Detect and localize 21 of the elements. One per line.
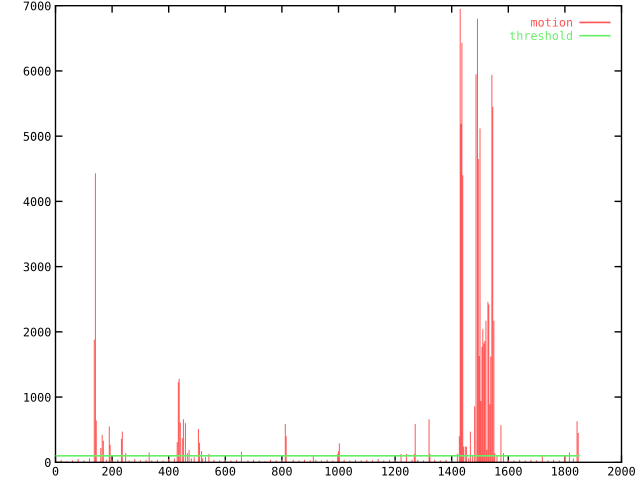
x-tick-label: 1600	[496, 466, 522, 476]
x-tick-label: 800	[272, 466, 292, 476]
x-tick-label: 1800	[552, 466, 578, 476]
y-tick-label: 3000	[24, 262, 51, 272]
x-tick-label: 1400	[438, 466, 466, 476]
y-tick-label: 0	[44, 458, 51, 467]
x-tick-label: 2000	[608, 466, 635, 476]
y-tick-label: 2000	[24, 328, 51, 337]
x-tick-label: 600	[215, 466, 236, 476]
y-tick-label: 5000	[24, 132, 51, 141]
legend-label: motion	[531, 18, 572, 27]
x-tick-label: 200	[102, 466, 122, 476]
y-tick-label: 1000	[24, 392, 51, 402]
x-tick-label: 1200	[382, 466, 409, 476]
y-tick-label: 6000	[24, 66, 51, 76]
legend-label: threshold	[510, 30, 572, 40]
y-tick-label: 7000	[24, 1, 51, 10]
x-tick-label: 0	[52, 466, 58, 476]
y-tick-label: 4000	[23, 197, 51, 206]
x-tick-label: 1000	[326, 466, 352, 476]
x-tick-label: 400	[158, 466, 179, 476]
